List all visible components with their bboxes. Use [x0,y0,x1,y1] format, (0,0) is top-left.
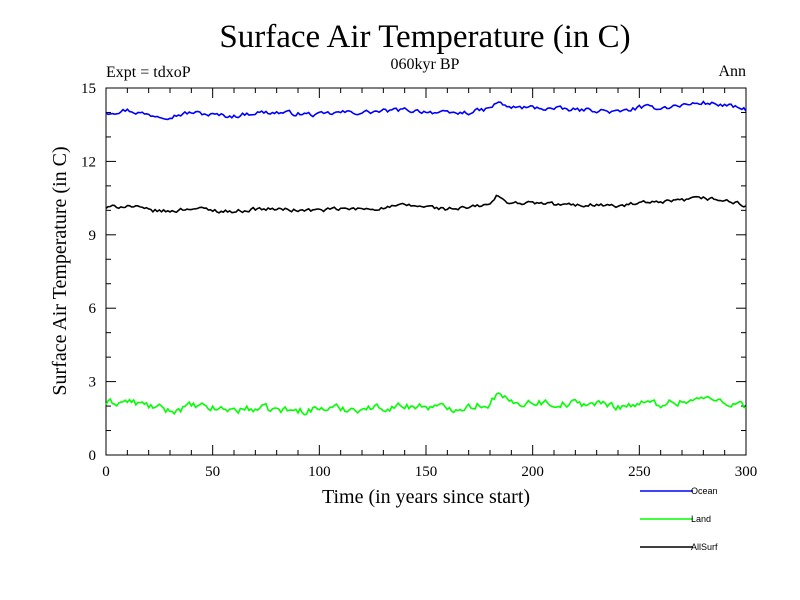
series-line-land [105,392,747,416]
chart-title: Surface Air Temperature (in C) [219,19,630,55]
x-tick-label: 50 [205,464,220,480]
x-axis-label: Time (in years since start) [322,486,530,508]
y-tick-label: 9 [89,228,97,244]
y-tick-label: 0 [89,448,97,464]
x-tick-labels: 0 50 100 150 200 250 300 [102,464,757,480]
legend-label: Land [691,514,711,524]
tick-marks [105,87,747,456]
y-tick-label: 6 [89,301,97,317]
x-tick-label: 150 [415,464,438,480]
y-axis-label: Surface Air Temperature (in C) [49,146,71,395]
series-line-allsurf [105,194,747,214]
experiment-label: Expt = tdxoP [106,64,191,81]
plot-frame [105,87,747,456]
series-lines [105,100,747,416]
chart-subtitle: 060kyr BP [391,56,460,73]
x-tick-label: 0 [102,464,110,480]
y-tick-label: 12 [81,154,96,170]
legend: Ocean Land AllSurf [640,486,718,552]
legend-label: Ocean [691,486,718,496]
legend-label: AllSurf [691,542,718,552]
x-tick-label: 100 [308,464,331,480]
x-tick-label: 250 [628,464,651,480]
y-tick-label: 15 [81,81,96,97]
x-tick-label: 300 [735,464,758,480]
season-label: Ann [718,63,746,80]
series-line-ocean [105,100,747,121]
y-tick-labels: 0 3 6 9 12 15 [81,81,97,464]
x-tick-label: 200 [521,464,544,480]
y-tick-label: 3 [89,375,97,391]
